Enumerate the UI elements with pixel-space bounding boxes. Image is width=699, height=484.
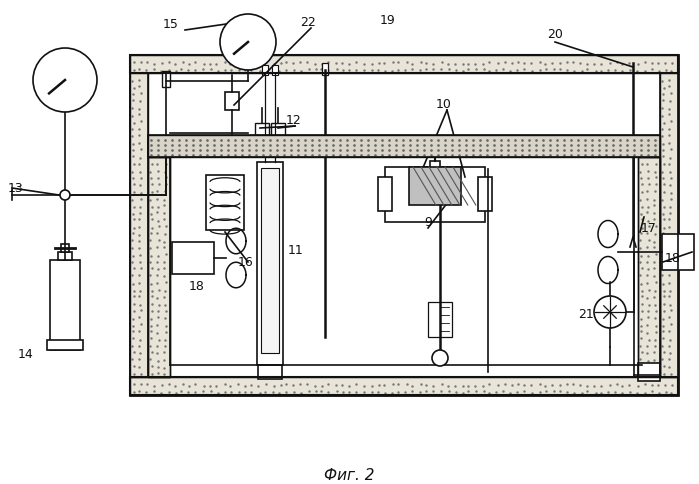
Bar bbox=[638, 157, 660, 377]
Circle shape bbox=[432, 350, 448, 366]
Text: 16: 16 bbox=[238, 256, 254, 269]
Bar bbox=[660, 73, 678, 377]
Bar bbox=[262, 65, 268, 75]
Bar bbox=[148, 135, 660, 157]
Bar bbox=[130, 55, 678, 73]
Text: 13: 13 bbox=[8, 182, 24, 195]
Bar bbox=[257, 162, 283, 365]
Bar bbox=[148, 135, 660, 157]
Bar bbox=[162, 71, 170, 87]
Bar bbox=[148, 157, 170, 377]
Bar bbox=[58, 252, 72, 260]
Bar bbox=[385, 167, 485, 222]
Bar bbox=[130, 377, 678, 395]
Text: 17: 17 bbox=[641, 222, 657, 235]
Bar bbox=[272, 65, 278, 75]
Bar bbox=[638, 157, 660, 377]
Bar bbox=[271, 123, 285, 135]
Circle shape bbox=[60, 190, 70, 200]
Text: 14: 14 bbox=[18, 348, 34, 362]
Text: 18: 18 bbox=[665, 252, 681, 264]
Text: 11: 11 bbox=[288, 243, 304, 257]
Bar bbox=[255, 123, 269, 135]
Bar bbox=[206, 175, 244, 230]
Text: 20: 20 bbox=[547, 29, 563, 42]
Bar bbox=[258, 365, 282, 379]
Bar bbox=[430, 161, 440, 177]
Bar bbox=[130, 377, 678, 395]
Bar bbox=[478, 177, 492, 211]
Bar bbox=[660, 73, 678, 377]
Text: 18: 18 bbox=[189, 279, 205, 292]
Bar bbox=[50, 260, 80, 350]
Text: Фиг. 2: Фиг. 2 bbox=[324, 468, 374, 483]
Bar bbox=[47, 340, 83, 350]
Bar bbox=[148, 73, 660, 377]
Bar bbox=[261, 168, 279, 353]
Text: 21: 21 bbox=[578, 308, 593, 321]
Bar bbox=[130, 73, 148, 377]
Bar bbox=[130, 55, 678, 395]
Bar bbox=[130, 55, 678, 73]
Bar bbox=[662, 234, 694, 270]
Text: 22: 22 bbox=[300, 15, 316, 29]
Bar bbox=[409, 167, 461, 205]
Bar bbox=[428, 302, 452, 337]
Text: 19: 19 bbox=[380, 14, 396, 27]
Circle shape bbox=[33, 48, 97, 112]
Bar bbox=[148, 157, 170, 377]
Bar bbox=[322, 63, 328, 75]
Text: 15: 15 bbox=[163, 18, 179, 31]
Bar bbox=[172, 242, 214, 274]
Bar bbox=[225, 92, 239, 110]
Circle shape bbox=[220, 14, 276, 70]
Text: 10: 10 bbox=[436, 99, 452, 111]
Bar bbox=[130, 73, 148, 377]
Circle shape bbox=[594, 296, 626, 328]
Bar bbox=[61, 244, 69, 252]
Text: 9: 9 bbox=[424, 216, 432, 229]
Bar bbox=[638, 363, 660, 381]
Text: 12: 12 bbox=[286, 114, 302, 126]
Bar bbox=[378, 177, 392, 211]
